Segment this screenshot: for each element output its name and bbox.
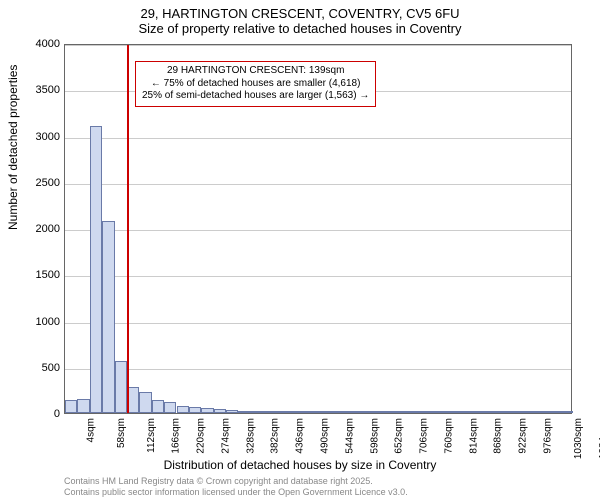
y-tick-label: 4000 [20, 38, 60, 50]
histogram-bar [238, 411, 250, 413]
x-tick-label: 490sqm [320, 418, 331, 454]
x-tick-label: 922sqm [518, 418, 529, 454]
title-line2: Size of property relative to detached ho… [0, 21, 600, 36]
attribution: Contains HM Land Registry data © Crown c… [64, 476, 408, 498]
gridline [65, 45, 571, 46]
histogram-bar [449, 411, 461, 413]
x-tick-label: 58sqm [116, 418, 127, 448]
title-line1: 29, HARTINGTON CRESCENT, COVENTRY, CV5 6… [0, 6, 600, 21]
histogram-bar [437, 411, 449, 413]
histogram-bar [102, 221, 114, 413]
histogram-bar [400, 411, 412, 413]
x-tick-label: 4sqm [85, 418, 96, 442]
x-tick-label: 598sqm [369, 418, 380, 454]
histogram-bar [177, 406, 189, 413]
x-tick-label: 328sqm [245, 418, 256, 454]
histogram-bar [424, 411, 436, 413]
x-tick-label: 868sqm [493, 418, 504, 454]
y-axis-label: Number of detached properties [6, 65, 20, 230]
histogram-bar [375, 411, 387, 413]
histogram-bar [65, 400, 77, 413]
x-tick-label: 814sqm [468, 418, 479, 454]
histogram-bar [251, 411, 263, 413]
y-tick-label: 1500 [20, 269, 60, 281]
x-tick-label: 112sqm [145, 418, 156, 453]
y-tick-label: 3500 [20, 84, 60, 96]
attribution-line1: Contains HM Land Registry data © Crown c… [64, 476, 408, 487]
histogram-bar [139, 392, 151, 413]
plot-area: 29 HARTINGTON CRESCENT: 139sqm← 75% of d… [64, 44, 572, 414]
marker-line [127, 45, 129, 413]
y-tick-label: 1000 [20, 316, 60, 328]
histogram-bar [226, 410, 238, 413]
x-tick-label: 760sqm [444, 418, 455, 454]
title-block: 29, HARTINGTON CRESCENT, COVENTRY, CV5 6… [0, 0, 600, 36]
gridline [65, 230, 571, 231]
gridline [65, 138, 571, 139]
histogram-bar [387, 411, 399, 413]
x-tick-label: 274sqm [220, 418, 231, 454]
histogram-bar [263, 411, 275, 413]
histogram-bar [499, 411, 511, 413]
y-tick-label: 2500 [20, 177, 60, 189]
histogram-bar [350, 411, 362, 413]
histogram-bar [486, 411, 498, 413]
x-tick-label: 706sqm [419, 418, 430, 454]
histogram-bar [214, 409, 226, 413]
x-tick-label: 976sqm [543, 418, 554, 454]
histogram-bar [561, 411, 573, 413]
histogram-bar [90, 126, 102, 413]
histogram-bar [338, 411, 350, 413]
histogram-bar [412, 411, 424, 413]
histogram-bar [77, 399, 89, 413]
gridline [65, 184, 571, 185]
histogram-bar [115, 361, 127, 413]
x-tick-label: 382sqm [270, 418, 281, 454]
x-tick-label: 544sqm [344, 418, 355, 454]
x-tick-label: 220sqm [196, 418, 207, 454]
histogram-bar [201, 408, 213, 413]
x-axis-label: Distribution of detached houses by size … [0, 458, 600, 472]
histogram-bar [523, 411, 535, 413]
annotation-box: 29 HARTINGTON CRESCENT: 139sqm← 75% of d… [135, 61, 376, 107]
x-tick-label: 1030sqm [573, 418, 584, 459]
gridline [65, 323, 571, 324]
histogram-bar [152, 400, 164, 413]
plot: 29 HARTINGTON CRESCENT: 139sqm← 75% of d… [65, 45, 571, 413]
histogram-bar [325, 411, 337, 413]
gridline [65, 369, 571, 370]
y-tick-label: 500 [20, 362, 60, 374]
histogram-bar [474, 411, 486, 413]
histogram-bar [313, 411, 325, 413]
histogram-bar [300, 411, 312, 413]
histogram-bar [276, 411, 288, 413]
attribution-line2: Contains public sector information licen… [64, 487, 408, 498]
x-tick-label: 436sqm [295, 418, 306, 454]
histogram-bar [362, 411, 374, 413]
y-tick-label: 3000 [20, 131, 60, 143]
gridline [65, 276, 571, 277]
histogram-bar [461, 411, 473, 413]
y-tick-label: 2000 [20, 223, 60, 235]
x-tick-label: 166sqm [171, 418, 182, 454]
histogram-bar [164, 402, 176, 413]
annotation-line: 29 HARTINGTON CRESCENT: 139sqm [142, 65, 369, 78]
histogram-bar [288, 411, 300, 413]
histogram-bar [511, 411, 523, 413]
x-tick-label: 652sqm [394, 418, 405, 454]
histogram-bar [548, 411, 560, 413]
annotation-line: 25% of semi-detached houses are larger (… [142, 90, 369, 103]
chart-container: 29, HARTINGTON CRESCENT, COVENTRY, CV5 6… [0, 0, 600, 500]
annotation-line: ← 75% of detached houses are smaller (4,… [142, 78, 369, 91]
histogram-bar [189, 407, 201, 413]
y-tick-label: 0 [20, 408, 60, 420]
histogram-bar [536, 411, 548, 413]
